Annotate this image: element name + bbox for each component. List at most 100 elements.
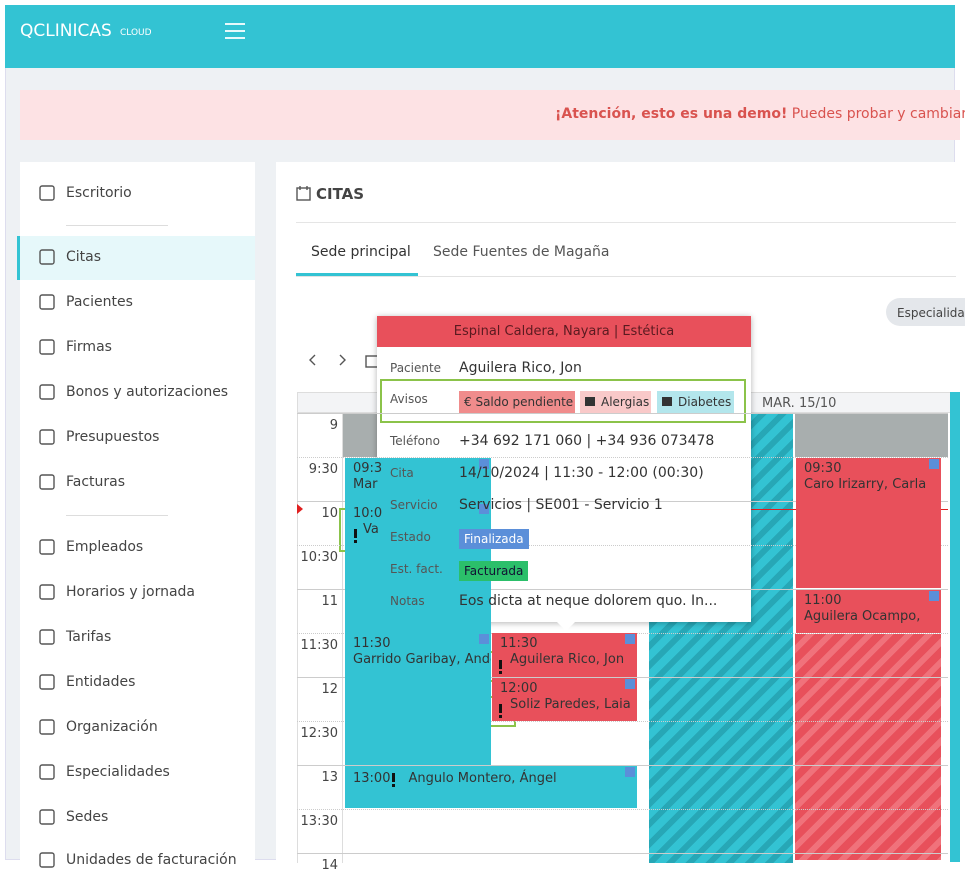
warning-dot <box>499 671 502 674</box>
sidebar-item[interactable]: Especialidades <box>66 764 170 780</box>
sidebar-item[interactable]: Sedes <box>66 809 109 825</box>
flag-icon <box>585 397 595 406</box>
popup-label: Avisos <box>390 392 428 406</box>
sidebar-item[interactable]: Empleados <box>66 539 144 555</box>
row-line <box>297 457 948 458</box>
topbar <box>5 5 955 68</box>
appointment[interactable]: 11:30 Aguilera Rico, Jon <box>492 633 637 677</box>
brand[interactable]: QCLINICAS <box>20 21 112 41</box>
sidebar-item[interactable]: Horarios y jornada <box>66 584 196 600</box>
row-line <box>297 721 948 722</box>
time-label: 11:30 <box>300 638 338 653</box>
popup-label: Cita <box>390 466 414 480</box>
sidebar-item[interactable]: Unidades de facturación <box>66 852 237 868</box>
appt-time: 12:00 <box>500 681 538 696</box>
time-column <box>297 413 343 863</box>
time-label: 10 <box>321 506 338 521</box>
tab[interactable]: Sede principal <box>311 244 411 260</box>
status-badge: Facturada <box>459 561 529 581</box>
appointment[interactable]: 13:00 Angulo Montero, Ángel <box>345 766 637 808</box>
sidebar-icon <box>39 584 55 600</box>
status-marker <box>479 459 489 469</box>
sidebar-item[interactable]: Presupuestos <box>66 429 160 445</box>
row-line <box>297 853 948 854</box>
sidebar-item[interactable]: Bonos y autorizaciones <box>66 384 229 400</box>
sidebar-icon <box>39 294 55 310</box>
active-item-bg <box>17 236 255 280</box>
row-line <box>297 765 948 766</box>
appt-time: 11:30 <box>500 636 538 651</box>
status-marker <box>929 591 939 601</box>
time-label: 12 <box>321 682 338 697</box>
sidebar-icon <box>39 339 55 355</box>
sidebar-icon <box>39 719 55 735</box>
row-line <box>297 501 948 502</box>
day-header: MAR. 15/10 <box>762 396 837 411</box>
sidebar-item[interactable]: Entidades <box>66 674 136 690</box>
title-icon <box>296 186 311 201</box>
badge: Alergias <box>580 391 651 413</box>
popup-arrow <box>556 621 576 631</box>
filter-button[interactable]: Especialidades <box>886 298 965 326</box>
appointment[interactable]: 11:30 Garrido Garibay, Ander <box>345 633 491 765</box>
appt-name: Soliz Paredes, Laia <box>510 697 631 712</box>
sidebar-icon <box>39 852 55 868</box>
popup-label: Notas <box>390 594 425 608</box>
sidebar-item[interactable]: Pacientes <box>66 294 133 310</box>
sidebar-item[interactable]: Tarifas <box>66 629 112 645</box>
time-label: 10:30 <box>300 550 338 565</box>
appt-name: Aguilera Ocampo, <box>804 609 921 624</box>
popup-value: Eos dicta at neque dolorem quo. In... <box>459 593 718 609</box>
popup-label: Paciente <box>390 361 442 375</box>
status-marker <box>479 504 489 514</box>
time-label: 13:30 <box>300 814 338 829</box>
sidebar-item[interactable]: Escritorio <box>66 185 132 201</box>
badge: Diabetes <box>657 391 734 413</box>
sidebar-icon <box>39 539 55 555</box>
appt-name: Mar <box>353 477 378 492</box>
sidebar-icon <box>39 809 55 825</box>
sidebar-item[interactable]: Citas <box>66 249 102 265</box>
brand-suffix: CLOUD <box>120 28 152 38</box>
menu-icon[interactable] <box>225 22 245 40</box>
warning-icon <box>499 660 502 669</box>
sidebar-item[interactable]: Facturas <box>66 474 126 490</box>
tab[interactable]: Sede Fuentes de Magaña <box>433 244 610 260</box>
badge: € Saldo pendiente <box>459 391 575 413</box>
status-marker <box>479 634 489 644</box>
sidebar-icon <box>39 429 55 445</box>
sidebar-icon <box>39 674 55 690</box>
sidebar-icon <box>39 764 55 780</box>
nav-next[interactable] <box>337 354 347 366</box>
status-marker <box>625 767 635 777</box>
banner-strong: ¡Atención, esto es una demo! <box>555 106 788 122</box>
warning-icon <box>392 773 395 782</box>
badge-text: € Saldo pendiente <box>464 395 574 409</box>
appointment[interactable]: 09:30 Caro Irizarry, Carla <box>796 458 941 588</box>
badge-text: Facturada <box>464 564 524 578</box>
sidebar-item[interactable]: Organización <box>66 719 158 735</box>
closed-slot <box>795 413 948 457</box>
appt-name: Va <box>363 522 379 537</box>
divider <box>66 225 168 226</box>
time-label: 9 <box>329 418 338 433</box>
appt-time: 11:00 <box>804 593 842 608</box>
appointment[interactable]: 11:00 Aguilera Ocampo, <box>796 590 941 633</box>
status-marker <box>625 679 635 689</box>
popup-value: +34 692 171 060 | +34 936 073478 <box>459 433 715 449</box>
appointment[interactable]: 10:0 Va <box>345 503 491 543</box>
sidebar-item[interactable]: Firmas <box>66 339 112 355</box>
warning-icon <box>499 704 502 713</box>
appt-time: 09:30 <box>804 461 842 476</box>
tabs-line <box>296 276 956 277</box>
time-label: 13 <box>321 770 338 785</box>
nav-prev[interactable] <box>308 354 318 366</box>
appointment[interactable]: 12:00 Soliz Paredes, Laia <box>492 678 637 721</box>
time-label: 11 <box>321 594 338 609</box>
row-line <box>297 545 948 546</box>
divider <box>296 222 956 223</box>
badge-text: Alergias <box>601 395 650 409</box>
sidebar-icon <box>39 474 55 490</box>
sidebar-icon <box>39 249 55 265</box>
